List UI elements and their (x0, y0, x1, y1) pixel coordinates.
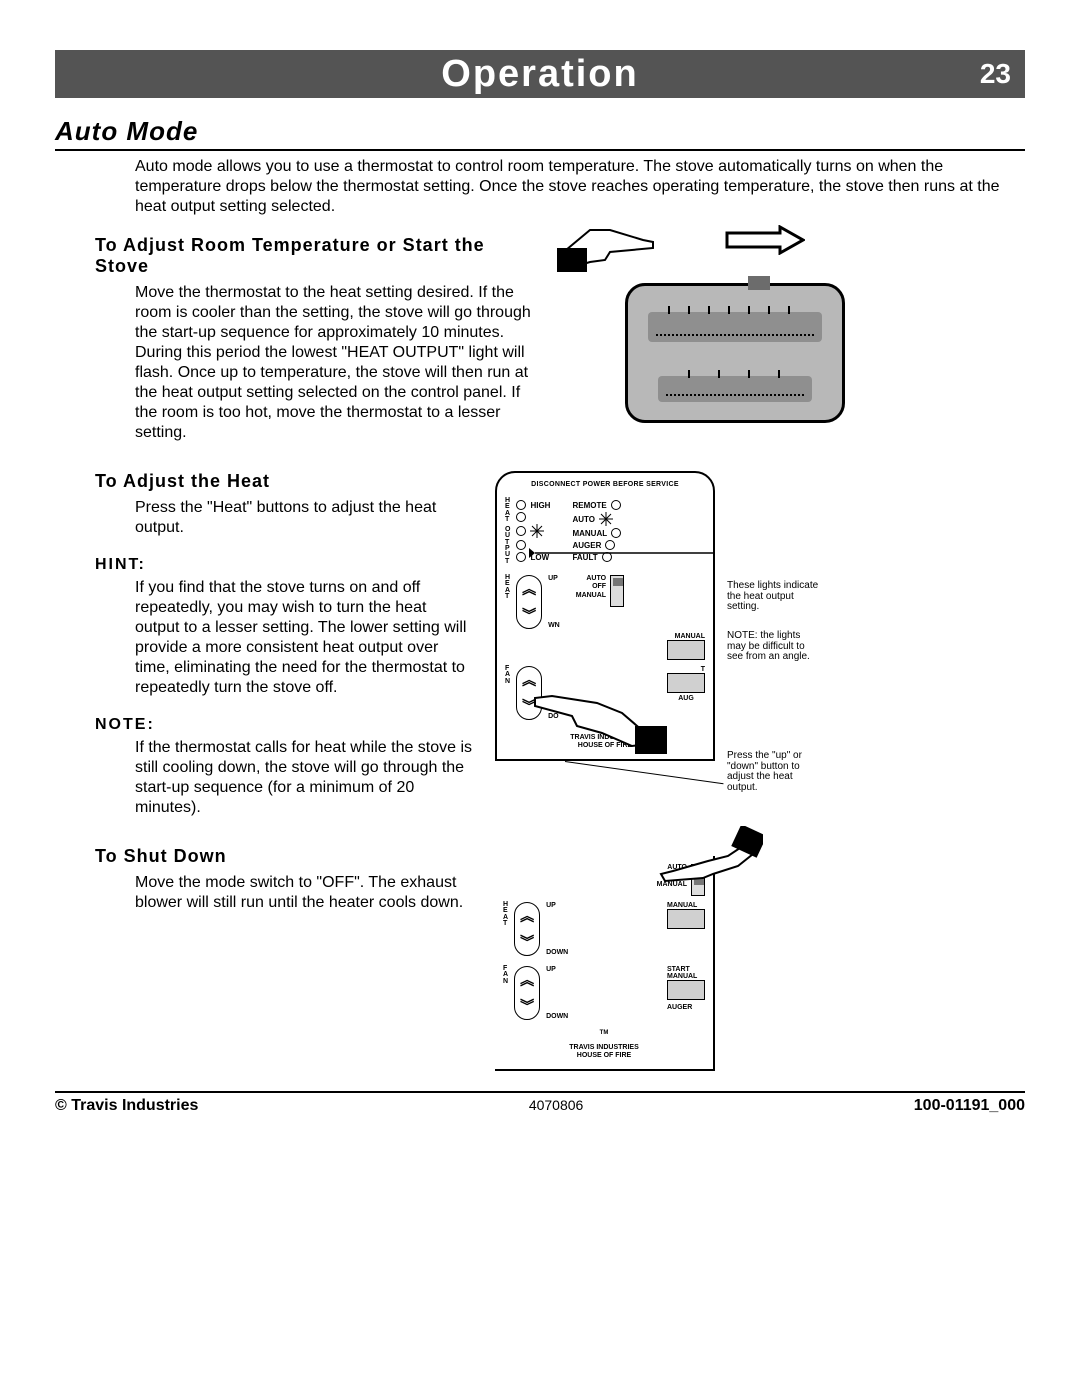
footer-left: © Travis Industries (55, 1097, 198, 1115)
down-label: DOWN (546, 949, 568, 956)
chevron-up-icon: ︽ (520, 976, 534, 984)
mode-manual-label: MANUAL (576, 592, 606, 600)
manual-btn-label: MANUAL (667, 902, 705, 909)
down-label: DOWN (546, 1013, 568, 1020)
shutdown-heading: To Shut Down (95, 846, 475, 867)
manual-button[interactable] (667, 909, 705, 929)
press-annotation: Press the "up" or "down" button to adjus… (727, 751, 822, 793)
thermostat-figure (585, 235, 865, 423)
manual-btn-label: MANUAL (675, 633, 705, 640)
chevron-down-icon: ︾ (520, 938, 534, 946)
star-burst-icon (599, 512, 613, 526)
heat-updown-button[interactable]: ︽ ︾ (514, 902, 540, 956)
manual-button[interactable] (667, 640, 705, 660)
up-label: UP (548, 575, 560, 582)
auto-label: AUTO (572, 515, 595, 524)
control-panel-figure: DISCONNECT POWER BEFORE SERVICE HEATOUTP… (495, 471, 715, 761)
high-label: HIGH (530, 501, 550, 510)
chevron-up-icon: ︽ (520, 912, 534, 920)
adjust-heat-heading: To Adjust the Heat (95, 471, 475, 492)
footer-center: 4070806 (529, 1097, 584, 1115)
fan-vert-label: FAN (505, 666, 510, 685)
disconnect-warning: DISCONNECT POWER BEFORE SERVICE (505, 481, 705, 488)
heat-vert-label: HEAT (503, 902, 508, 927)
right-arrow-icon (725, 225, 805, 255)
up-label: UP (546, 902, 568, 909)
page-footer: © Travis Industries 4070806 100-01191_00… (55, 1091, 1025, 1115)
control-panel-shutdown-figure: AUTO OFF MANUAL HEAT ︽ ︾ UP DOWN MANU (495, 856, 715, 1071)
start-button[interactable] (667, 673, 705, 693)
down-label-partial: WN (548, 622, 560, 629)
intro-paragraph: Auto mode allows you to use a thermostat… (135, 157, 1025, 217)
brand-line1: TRAVIS INDUSTRIES (503, 1044, 705, 1052)
manual-label: MANUAL (572, 529, 607, 538)
page-number: 23 (980, 58, 1011, 90)
thermostat-scale-top (648, 312, 822, 342)
heat-vert-label: HEAT (505, 575, 510, 600)
note-text: If the thermostat calls for heat while t… (135, 738, 475, 818)
auger-btn-label: AUGER (667, 1004, 705, 1011)
up-label: UP (546, 966, 568, 973)
heat-updown-button[interactable]: ︽ ︾ (516, 575, 542, 629)
heat-output-vert-label: HEATOUTPUT (505, 498, 510, 565)
pointing-hand-icon (555, 210, 675, 275)
annotation-leader-line (565, 761, 724, 784)
note-label: NOTE: (95, 716, 475, 734)
adjust-temp-text: Move the thermostat to the heat setting … (135, 283, 535, 443)
star-burst-icon (530, 524, 544, 538)
footer-right: 100-01191_000 (914, 1097, 1025, 1115)
fan-updown-button[interactable]: ︽ ︾ (514, 966, 540, 1020)
chevron-down-icon: ︾ (522, 611, 536, 619)
page-header-bar: Operation 23 (55, 50, 1025, 98)
lights-note-annotation: NOTE: the lights may be difficult to see… (727, 631, 822, 663)
section-title: Auto Mode (55, 116, 1025, 151)
auger-btn-label-partial: AUG (667, 695, 705, 702)
hint-label: HINT: (95, 556, 475, 574)
remote-label: REMOTE (572, 501, 606, 510)
chevron-up-icon: ︽ (522, 585, 536, 593)
thermostat-scale-bottom (658, 376, 812, 402)
pointing-hand-icon (517, 668, 667, 758)
mode-auto-label: AUTO (576, 575, 606, 583)
thermostat-body (625, 283, 845, 423)
pointing-hand-icon (653, 826, 763, 896)
shutdown-text: Move the mode switch to "OFF". The exhau… (135, 873, 475, 913)
manual-btn-label: MANUAL (667, 973, 705, 980)
arrow-to-led-icon (527, 538, 717, 568)
adjust-heat-text: Press the "Heat" buttons to adjust the h… (135, 498, 475, 538)
tm-label: TM (503, 1030, 705, 1036)
start-button[interactable] (667, 980, 705, 1000)
chevron-down-icon: ︾ (520, 1002, 534, 1010)
fan-vert-label: FAN (503, 966, 508, 985)
mode-off-label: OFF (576, 583, 606, 591)
lights-annotation: These lights indicate the heat output se… (727, 581, 822, 613)
adjust-temp-heading: To Adjust Room Temperature or Start the … (95, 235, 535, 277)
mode-switch[interactable] (610, 575, 624, 607)
hint-text: If you find that the stove turns on and … (135, 578, 475, 698)
page-title: Operation (441, 53, 638, 96)
brand-line2: HOUSE OF FIRE (503, 1052, 705, 1060)
thermostat-slider-tab (748, 276, 770, 290)
start-btn-label: START (667, 966, 705, 973)
